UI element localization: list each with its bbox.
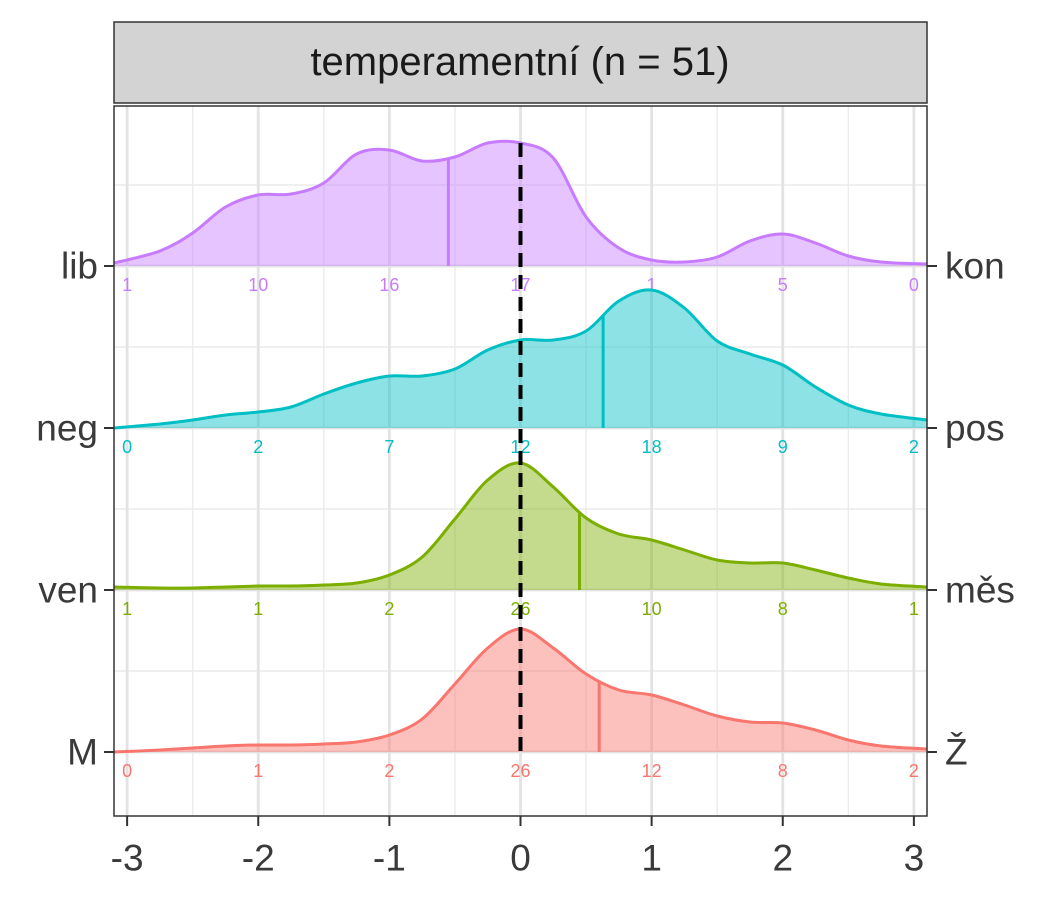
count-label: 8 — [778, 761, 788, 781]
count-label: 9 — [778, 437, 788, 457]
count-label: 10 — [642, 599, 662, 619]
y-label-right: pos — [945, 408, 1005, 449]
x-tick-label: 3 — [904, 838, 925, 879]
count-label: 18 — [642, 437, 662, 457]
x-tick-label: -2 — [242, 838, 275, 879]
y-label-right: kon — [945, 246, 1005, 287]
x-tick-label: -1 — [373, 838, 406, 879]
count-label: 0 — [122, 761, 132, 781]
ridge-neg: 0 2 7 12 18 9 2 — [113, 288, 928, 457]
x-tick-label: -3 — [111, 838, 144, 879]
chart-title: temperamentní (n = 51) — [310, 40, 729, 84]
count-label: 16 — [379, 275, 399, 295]
count-label: 2 — [384, 761, 394, 781]
y-label-left: lib — [61, 246, 98, 287]
x-tick-label: 1 — [641, 838, 662, 879]
count-label: 7 — [384, 437, 394, 457]
count-label: 1 — [253, 599, 263, 619]
y-label-left: ven — [38, 570, 98, 611]
count-label: 2 — [253, 437, 263, 457]
x-tick-label: 0 — [510, 838, 531, 879]
density-area — [114, 629, 927, 752]
count-label: 26 — [510, 761, 530, 781]
count-label: 1 — [122, 599, 132, 619]
y-label-right: měs — [945, 570, 1015, 611]
y-label-right: Ž — [945, 732, 968, 773]
count-label: 2 — [909, 437, 919, 457]
count-label: 0 — [909, 275, 919, 295]
count-label: 8 — [778, 599, 788, 619]
y-label-left: M — [67, 732, 98, 773]
count-label: 1 — [253, 761, 263, 781]
y-label-left: neg — [36, 408, 98, 449]
count-label: 2 — [909, 761, 919, 781]
count-label: 10 — [248, 275, 268, 295]
count-label: 0 — [122, 437, 132, 457]
density-line — [113, 288, 928, 430]
count-label: 12 — [642, 761, 662, 781]
count-label: 1 — [122, 275, 132, 295]
density-area — [114, 289, 927, 428]
strip-background — [113, 21, 928, 104]
count-label: 5 — [778, 275, 788, 295]
count-label: 12 — [510, 437, 530, 457]
density-area — [114, 141, 927, 266]
count-label: 1 — [647, 275, 657, 295]
x-tick-label: 2 — [772, 838, 793, 879]
count-label: 2 — [384, 599, 394, 619]
count-label: 1 — [909, 599, 919, 619]
